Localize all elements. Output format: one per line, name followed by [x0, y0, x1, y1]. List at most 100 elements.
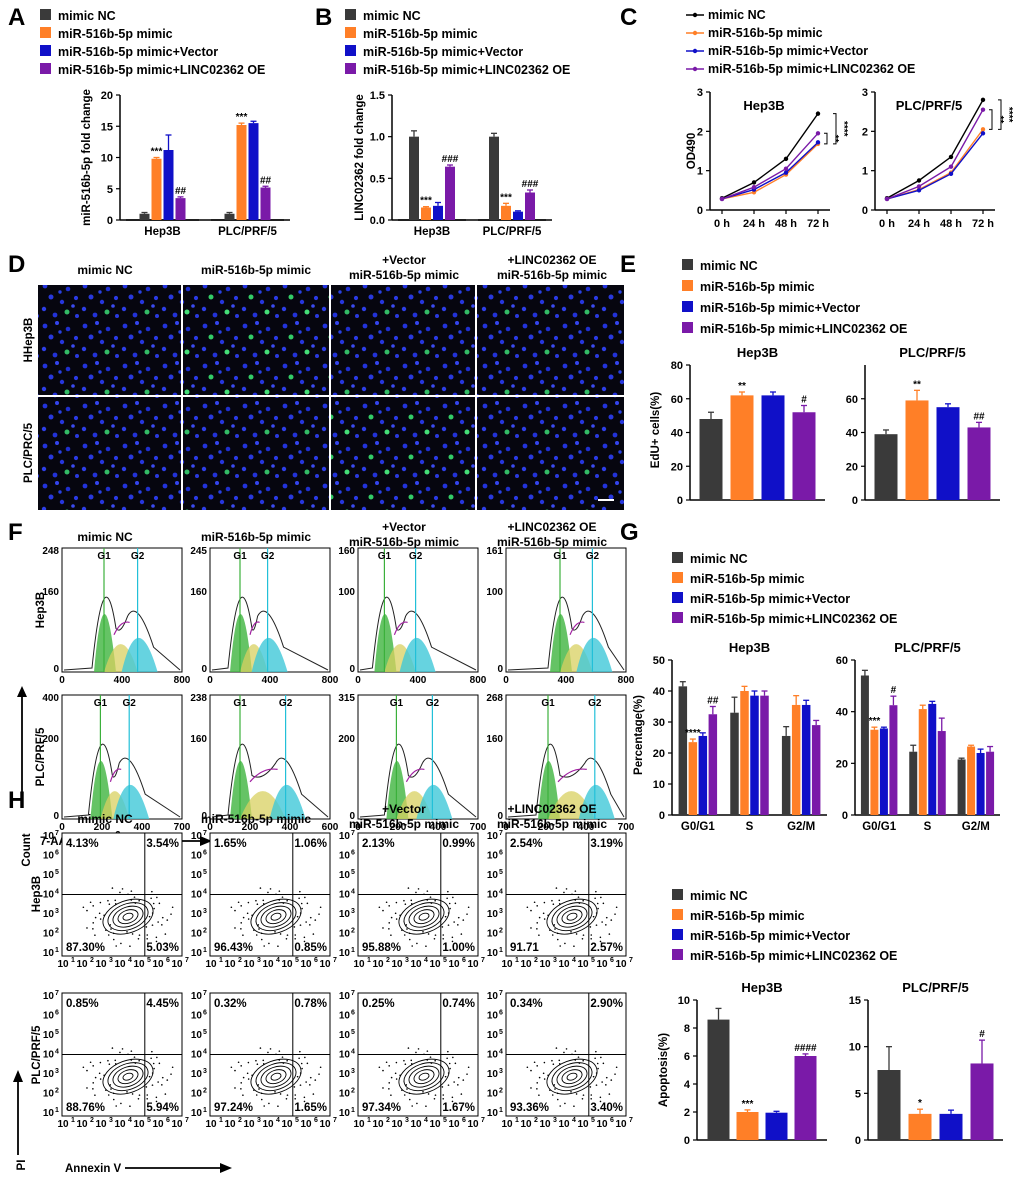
h-y-axis-exp: 4	[499, 1049, 503, 1056]
h-event-dot	[399, 914, 401, 917]
h-event-dot	[595, 1084, 598, 1086]
h-event-dot	[262, 903, 265, 905]
h-event-dot	[107, 1059, 109, 1062]
g-chart-hep3b-x-label: G0/G1	[681, 821, 715, 833]
f-hep3b-g2-peak	[399, 637, 436, 672]
h-event-dot	[151, 1050, 153, 1053]
h-x-arrow-head	[220, 1163, 232, 1173]
h-event-dot	[240, 1088, 242, 1090]
f-column-header: mimic NC	[77, 530, 133, 544]
h-event-dot	[551, 899, 553, 902]
g-chart-plc-bar	[967, 746, 976, 815]
h-event-dot	[554, 1088, 556, 1090]
e-chart-hep3b-y-tick-label: 60	[671, 394, 683, 406]
h-y-axis-exp: 6	[55, 1010, 59, 1017]
h-x-axis-exp: 7	[481, 1117, 485, 1124]
h-event-dot	[416, 942, 418, 945]
h-x-axis-exp: 4	[572, 957, 576, 964]
h-contour-ring	[556, 905, 588, 928]
h-event-dot	[599, 936, 602, 939]
f-hep3b-x-tick-label: 0	[355, 675, 361, 686]
h-event-dot	[155, 940, 158, 943]
h-y-axis-base: 10	[487, 1030, 499, 1041]
h-column-header: +LINC02362 OE	[507, 802, 596, 816]
h-y-axis-exp: 7	[499, 830, 503, 837]
h-event-dot	[286, 899, 288, 902]
h-event-dot	[234, 1069, 236, 1072]
h-row-label: PLC/PRF/5	[31, 1025, 43, 1084]
a-chart-x-label: Hep3B	[144, 226, 180, 238]
h-event-dot	[86, 909, 88, 912]
h-event-dot	[426, 890, 429, 892]
h-quadrant-upper-left: 0.32%	[214, 998, 247, 1010]
h-event-dot	[594, 897, 596, 900]
h-x-axis-exp: 3	[553, 1117, 557, 1124]
h-event-dot	[126, 931, 128, 933]
g-chart-hep3b-bar	[801, 704, 811, 815]
h-event-dot	[294, 938, 297, 940]
h-y-axis-base: 10	[43, 851, 55, 862]
h-x-axis-exp: 6	[462, 957, 466, 964]
h-event-dot	[594, 1057, 596, 1060]
d-column-header: +Vector	[382, 253, 426, 267]
h-event-dot	[259, 1047, 262, 1049]
h-event-dot	[581, 937, 584, 940]
h-event-dot	[151, 890, 153, 893]
h-event-dot	[278, 1050, 281, 1052]
h-event-dot	[536, 905, 538, 907]
h-event-dot	[466, 913, 468, 915]
h-event-dot	[551, 1094, 554, 1096]
h-event-dot	[447, 1072, 450, 1074]
panel-letter-e: E	[620, 251, 636, 278]
h-x-axis-base: 10	[319, 1119, 331, 1130]
h-y-axis-exp: 7	[351, 830, 355, 837]
h-event-dot	[242, 934, 244, 936]
h-event-dot	[157, 921, 159, 923]
h-event-dot	[145, 926, 148, 928]
h-x-axis-base: 10	[76, 1119, 88, 1130]
e-chart-hep3b-significance: #	[801, 395, 807, 406]
h-quadrant-lower-left: 87.30%	[66, 942, 105, 954]
h-event-dot	[99, 1078, 102, 1080]
h-x-axis-exp: 7	[629, 1117, 633, 1124]
h-x-axis-exp: 2	[238, 1117, 242, 1124]
h-event-dot	[410, 899, 413, 902]
d-micrograph-image	[331, 285, 475, 395]
h-event-dot	[422, 931, 424, 933]
h-x-axis-exp: 2	[534, 1117, 538, 1124]
h-event-dot	[595, 1072, 598, 1074]
h-event-dot	[426, 1050, 429, 1052]
g-chart-plc-title: PLC/PRF/5	[894, 640, 960, 655]
h-x-axis-exp: 5	[295, 1117, 299, 1124]
h-contour-ring	[546, 1058, 598, 1095]
h-y-axis-base: 10	[339, 831, 351, 842]
h-event-dot	[275, 893, 277, 896]
h-event-dot	[309, 924, 311, 926]
h-event-dot	[260, 938, 263, 941]
h-event-dot	[260, 1098, 263, 1101]
f-hep3b-g2-label: G2	[586, 551, 600, 562]
f-hep3b-g2-label: G2	[261, 551, 275, 562]
h-event-dot	[278, 890, 281, 892]
h-event-dot	[388, 1082, 391, 1084]
h-quadrant-upper-left: 0.34%	[510, 998, 543, 1010]
d-micrograph-image	[477, 397, 624, 510]
h-contour-ring	[102, 1058, 154, 1095]
f-hep3b-y-zero-label: 0	[53, 664, 59, 675]
h-event-dot	[119, 1051, 121, 1054]
h-event-dot	[240, 1065, 242, 1067]
h-x-axis-base: 10	[57, 1119, 69, 1130]
h-event-dot	[166, 919, 169, 921]
h-event-dot	[551, 934, 554, 936]
c-chart-hep3b: 0 1 2 3 0 h 24 h 48 h 72 h Hep3B ******	[697, 87, 849, 230]
h-event-dot	[382, 1069, 384, 1072]
h-event-dot	[86, 927, 88, 929]
h-event-dot	[533, 901, 536, 904]
b-chart-y-tick-label: 1.5	[370, 90, 385, 102]
h-x-axis-exp: 1	[71, 957, 75, 964]
f-hep3b-y-mid-label: 160	[190, 587, 207, 598]
panel-letter-g: G	[620, 519, 639, 546]
h-event-dot	[536, 922, 539, 924]
h-quadrant-upper-right: 0.99%	[442, 838, 475, 850]
i-chart-plc: 0 5 10 15 PLC/PRF/5 * #	[849, 980, 1003, 1147]
